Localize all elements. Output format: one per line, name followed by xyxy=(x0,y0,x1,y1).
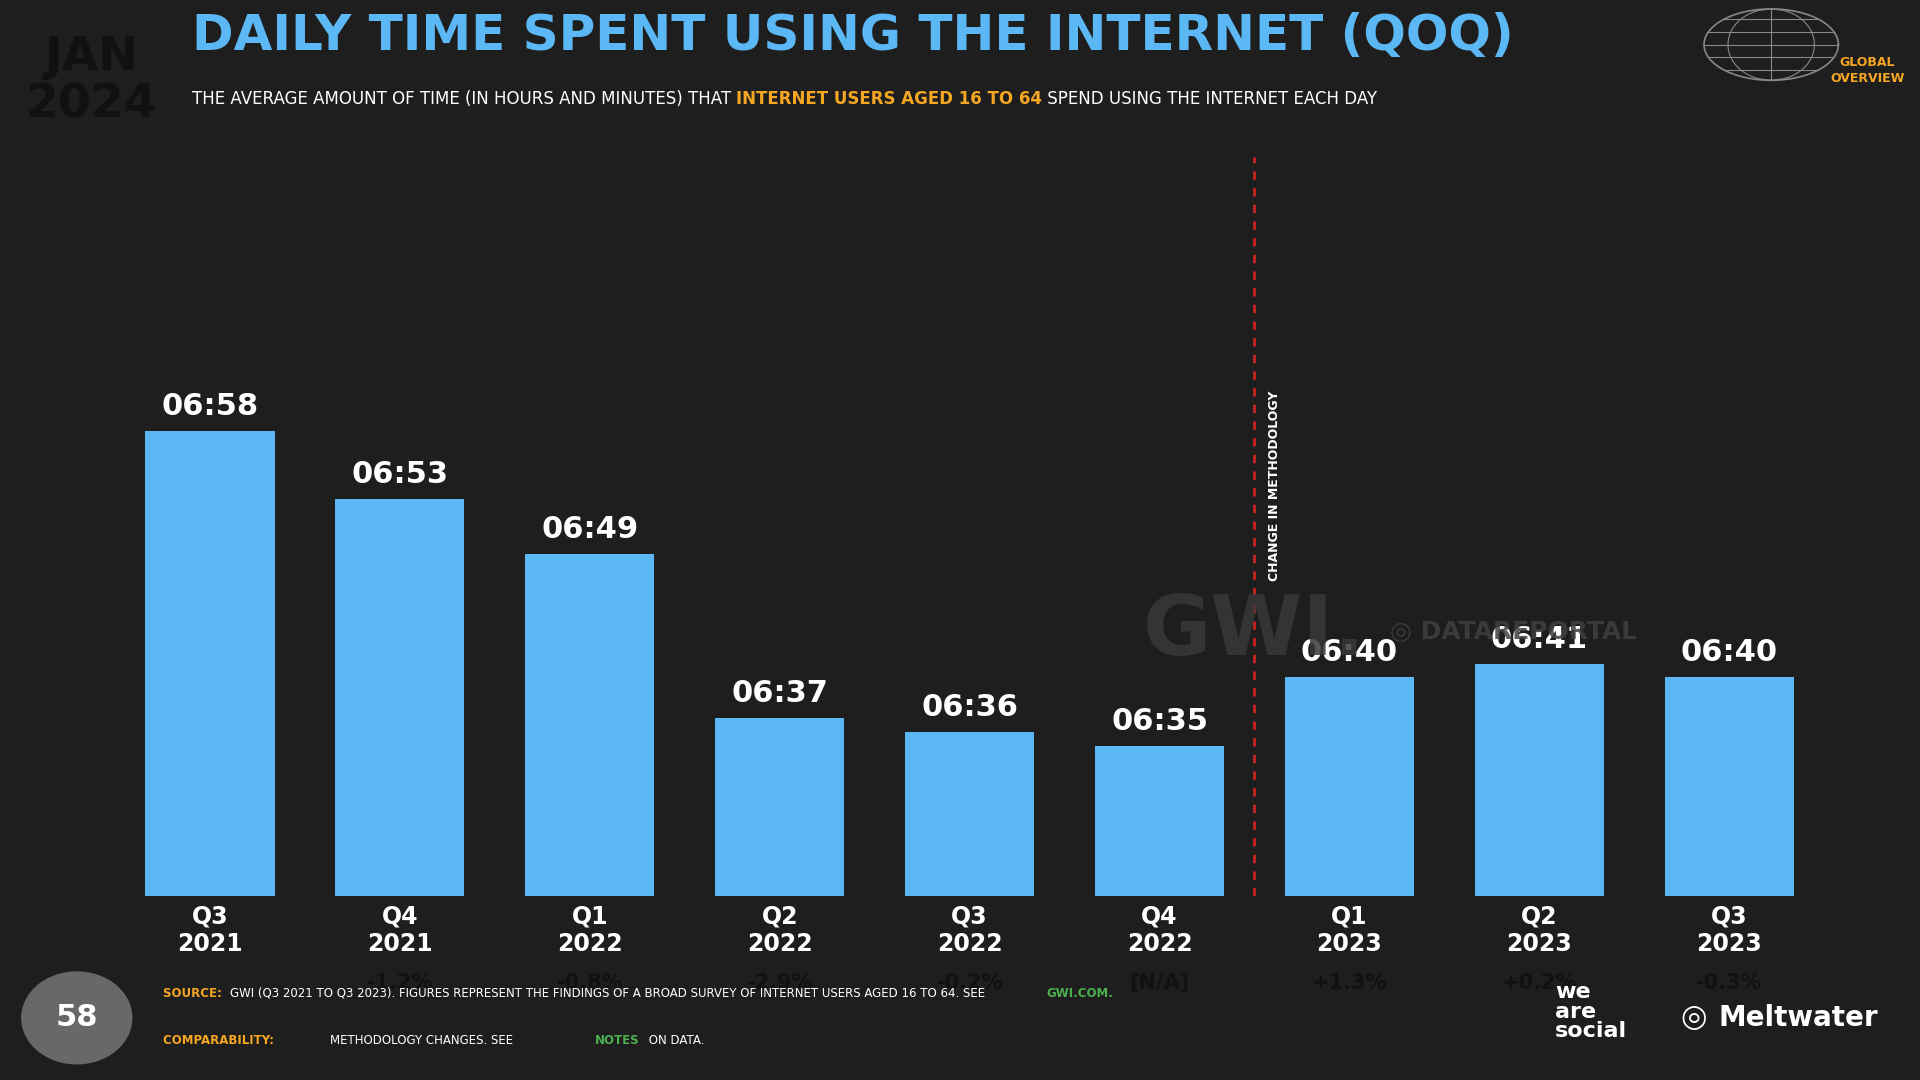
Bar xyxy=(1284,677,1413,1080)
Bar xyxy=(1665,677,1793,1080)
Ellipse shape xyxy=(1649,929,1809,1036)
Text: we
are
social: we are social xyxy=(1555,983,1628,1041)
Text: NOTES: NOTES xyxy=(595,1034,639,1047)
Text: 06:36: 06:36 xyxy=(922,693,1018,723)
Ellipse shape xyxy=(701,929,860,1036)
Text: 06:35: 06:35 xyxy=(1112,707,1208,735)
Text: 06:53: 06:53 xyxy=(351,460,449,489)
Text: Q2
2022: Q2 2022 xyxy=(747,905,812,957)
Text: -0.2%: -0.2% xyxy=(937,973,1002,993)
Text: JAN: JAN xyxy=(44,35,138,80)
Text: Q1
2022: Q1 2022 xyxy=(557,905,622,957)
Text: GLOBAL
OVERVIEW: GLOBAL OVERVIEW xyxy=(1830,55,1905,84)
Text: 06:40: 06:40 xyxy=(1680,638,1778,667)
Text: CHANGE IN METHODOLOGY: CHANGE IN METHODOLOGY xyxy=(1267,390,1281,581)
Text: DAILY TIME SPENT USING THE INTERNET (QOQ): DAILY TIME SPENT USING THE INTERNET (QOQ… xyxy=(192,12,1513,59)
Text: 06:58: 06:58 xyxy=(161,392,259,421)
Text: [N/A]: [N/A] xyxy=(1129,973,1190,993)
Text: SPEND USING THE INTERNET EACH DAY: SPEND USING THE INTERNET EACH DAY xyxy=(1043,91,1377,108)
Ellipse shape xyxy=(1269,929,1428,1036)
Ellipse shape xyxy=(1079,929,1238,1036)
Ellipse shape xyxy=(1459,929,1619,1036)
Text: GWI.COM.: GWI.COM. xyxy=(1046,986,1114,1000)
Text: +0.2%: +0.2% xyxy=(1501,973,1576,993)
Text: -0.3%: -0.3% xyxy=(1695,973,1763,993)
Text: SOURCE:: SOURCE: xyxy=(163,986,227,1000)
Text: SOURCE:: SOURCE: xyxy=(163,986,227,1000)
Text: THE AVERAGE AMOUNT OF TIME (IN HOURS AND MINUTES) THAT: THE AVERAGE AMOUNT OF TIME (IN HOURS AND… xyxy=(192,91,737,108)
Text: GWI (Q3 2021 TO Q3 2023). FIGURES REPRESENT THE FINDINGS OF A BROAD SURVEY OF IN: GWI (Q3 2021 TO Q3 2023). FIGURES REPRES… xyxy=(230,986,989,1000)
Text: 58: 58 xyxy=(56,1003,98,1032)
Text: 06:49: 06:49 xyxy=(541,515,637,544)
Bar xyxy=(1475,663,1603,1080)
Bar xyxy=(1094,745,1225,1080)
Text: 06:37: 06:37 xyxy=(732,679,828,708)
Ellipse shape xyxy=(21,971,132,1065)
Text: -0.8%: -0.8% xyxy=(557,973,622,993)
Text: +1.3%: +1.3% xyxy=(1311,973,1386,993)
Text: 06:41: 06:41 xyxy=(1490,624,1588,653)
Text: Q3
2022: Q3 2022 xyxy=(937,905,1002,957)
Text: Q4
2021: Q4 2021 xyxy=(367,905,432,957)
Text: Q2
2023: Q2 2023 xyxy=(1507,905,1572,957)
Text: -2.9%: -2.9% xyxy=(747,973,812,993)
Text: ON DATA.: ON DATA. xyxy=(645,1034,705,1047)
Ellipse shape xyxy=(511,929,670,1036)
Text: METHODOLOGY CHANGES. SEE: METHODOLOGY CHANGES. SEE xyxy=(330,1034,516,1047)
Text: Q4
2022: Q4 2022 xyxy=(1127,905,1192,957)
Bar xyxy=(904,732,1035,1080)
Text: ◎ DATAREPORTAL: ◎ DATAREPORTAL xyxy=(1390,620,1638,644)
Text: GWI.: GWI. xyxy=(1142,592,1365,672)
Text: ◎: ◎ xyxy=(1680,1003,1707,1032)
Text: Q3
2023: Q3 2023 xyxy=(1697,905,1763,957)
Text: COMPARABILITY:: COMPARABILITY: xyxy=(163,1034,278,1047)
Text: -1.2%: -1.2% xyxy=(367,973,434,993)
Bar xyxy=(336,499,465,1080)
Ellipse shape xyxy=(321,929,480,1036)
Text: INTERNET USERS AGED 16 TO 64: INTERNET USERS AGED 16 TO 64 xyxy=(737,91,1043,108)
Bar xyxy=(146,431,275,1080)
Text: Q1
2023: Q1 2023 xyxy=(1317,905,1382,957)
Bar xyxy=(526,554,655,1080)
Text: 2024: 2024 xyxy=(25,82,157,127)
Text: Meltwater: Meltwater xyxy=(1718,1004,1878,1031)
Text: Q3
2021: Q3 2021 xyxy=(177,905,242,957)
Text: 06:40: 06:40 xyxy=(1302,638,1398,667)
Bar xyxy=(714,718,845,1080)
Ellipse shape xyxy=(889,929,1050,1036)
